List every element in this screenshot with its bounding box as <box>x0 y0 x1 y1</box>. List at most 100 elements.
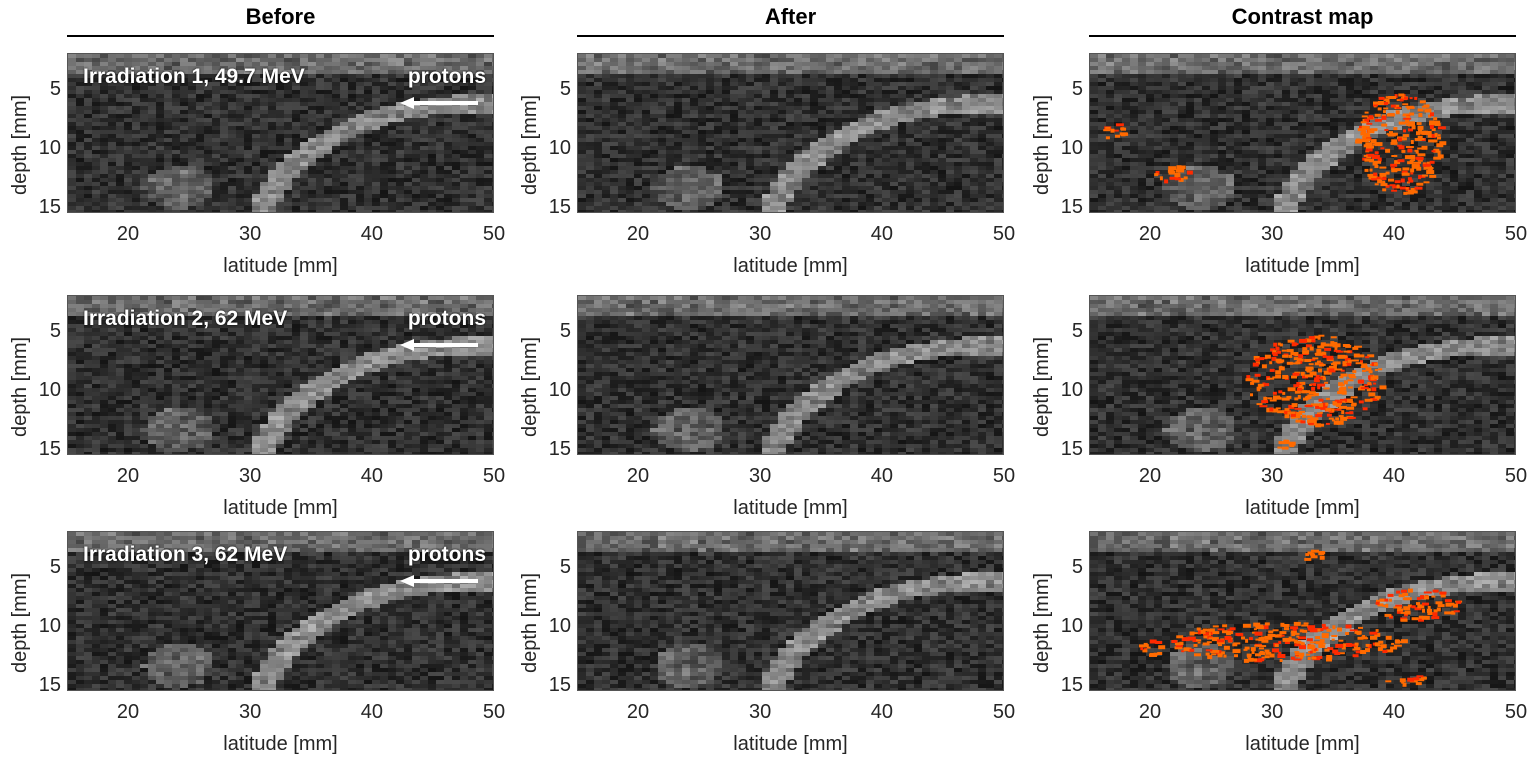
speckle-block <box>76 154 84 158</box>
speckle-block <box>204 206 212 210</box>
speckle-block <box>1002 66 1003 70</box>
speckle-block <box>292 66 300 70</box>
speckle-block <box>986 122 994 126</box>
speckle-block <box>970 130 978 134</box>
speckle-block <box>252 142 260 146</box>
speckle-block <box>674 190 682 194</box>
speckle-block <box>372 66 380 70</box>
speckle-block <box>666 90 674 94</box>
speckle-block <box>754 114 762 118</box>
speckle-block <box>276 170 284 174</box>
speckle-block <box>460 118 468 122</box>
speckle-block <box>1226 70 1234 74</box>
speckle-block <box>698 118 706 122</box>
speckle-block <box>754 102 762 106</box>
speckle-block <box>212 206 220 210</box>
speckle-block <box>444 114 452 118</box>
speckle-block <box>946 118 954 122</box>
speckle-block <box>252 170 260 174</box>
speckle-block <box>396 78 404 82</box>
speckle-block <box>1146 54 1154 58</box>
speckle-block <box>396 182 404 186</box>
speckle-block <box>1322 54 1330 58</box>
speckle-block <box>746 162 754 166</box>
speckle-block <box>962 194 970 198</box>
speckle-block <box>1442 54 1450 58</box>
speckle-block <box>1106 90 1114 94</box>
speckle-block <box>658 182 666 186</box>
speckle-block <box>220 154 228 158</box>
speckle-block <box>818 190 826 194</box>
speckle-block <box>706 166 714 170</box>
speckle-block <box>324 174 332 178</box>
speckle-block <box>196 146 204 150</box>
speckle-block <box>140 98 148 102</box>
speckle-block <box>372 174 380 178</box>
speckle-block <box>1314 54 1322 58</box>
speckle-block <box>898 74 906 78</box>
speckle-block <box>770 58 778 62</box>
speckle-block <box>388 94 396 98</box>
speckle-block <box>602 86 610 90</box>
speckle-block <box>898 86 906 90</box>
speckle-block <box>1106 86 1114 90</box>
speckle-block <box>468 54 476 58</box>
speckle-block <box>1114 58 1122 62</box>
speckle-block <box>396 110 404 114</box>
speckle-block <box>196 170 204 174</box>
speckle-block <box>1154 94 1162 98</box>
speckle-block <box>642 134 650 138</box>
speckle-block <box>1218 98 1226 102</box>
speckle-block <box>1202 86 1210 90</box>
speckle-block <box>586 138 594 142</box>
speckle-block <box>260 162 268 166</box>
speckle-block <box>124 150 132 154</box>
speckle-block <box>452 134 460 138</box>
speckle-block <box>268 74 276 78</box>
speckle-block <box>586 206 594 210</box>
speckle-block <box>436 154 444 158</box>
speckle-block <box>962 182 970 186</box>
speckle-block <box>882 162 890 166</box>
speckle-block <box>348 122 356 126</box>
speckle-block <box>180 182 188 186</box>
speckle-block <box>1378 58 1386 62</box>
speckle-block <box>1498 86 1506 90</box>
speckle-block <box>586 202 594 206</box>
speckle-block <box>356 162 364 166</box>
speckle-block <box>674 106 682 110</box>
speckle-block <box>1306 58 1314 62</box>
speckle-block <box>300 110 308 114</box>
speckle-block <box>1354 66 1362 70</box>
speckle-block <box>244 178 252 182</box>
column-title-underline <box>67 35 494 37</box>
speckle-block <box>204 210 212 212</box>
speckle-block <box>690 162 698 166</box>
speckle-block <box>260 206 268 210</box>
speckle-block <box>276 126 284 130</box>
speckle-block <box>1002 86 1003 90</box>
speckle-block <box>706 146 714 150</box>
speckle-block <box>156 110 164 114</box>
speckle-block <box>1322 62 1330 66</box>
speckle-block <box>92 58 100 62</box>
speckle-block <box>1098 94 1106 98</box>
speckle-block <box>650 174 658 178</box>
speckle-block <box>220 98 228 102</box>
speckle-block <box>396 102 404 106</box>
speckle-block <box>260 86 268 90</box>
speckle-block <box>914 138 922 142</box>
speckle-block <box>484 174 492 178</box>
speckle-block <box>874 158 882 162</box>
speckle-block <box>1466 82 1474 86</box>
speckle-block <box>954 90 962 94</box>
speckle-block <box>626 122 634 126</box>
speckle-block <box>882 190 890 194</box>
speckle-block <box>874 150 882 154</box>
speckle-block <box>252 182 260 186</box>
speckle-block <box>842 138 850 142</box>
speckle-block <box>1354 78 1362 82</box>
speckle-block <box>922 78 930 82</box>
speckle-block <box>116 98 124 102</box>
speckle-block <box>810 166 818 170</box>
